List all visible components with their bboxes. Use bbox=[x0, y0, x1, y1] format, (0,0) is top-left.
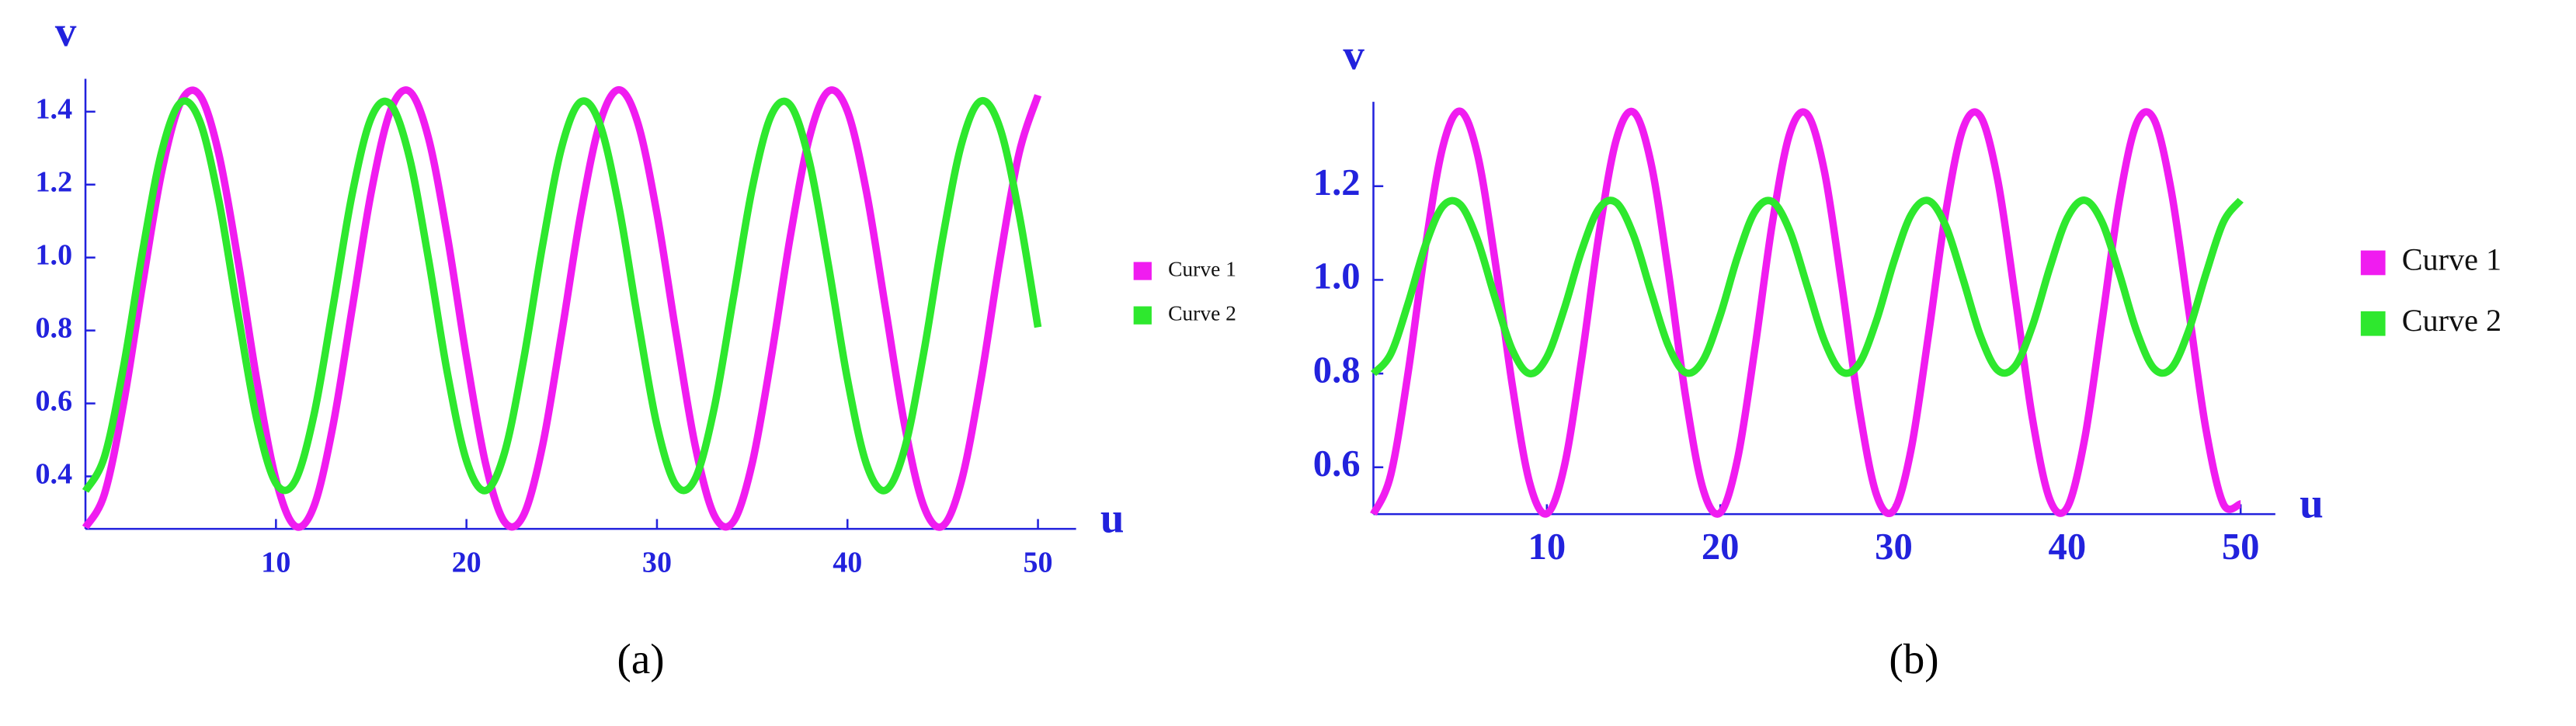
curve bbox=[82, 97, 1042, 495]
y-tick-label: 1.2 bbox=[1313, 162, 1361, 203]
legend-swatch bbox=[1133, 262, 1152, 280]
legend-label: Curve 1 bbox=[2402, 242, 2501, 277]
y-tick-label: 0.6 bbox=[1313, 443, 1361, 485]
caption: (a) bbox=[617, 635, 665, 683]
y-tick-label: 0.6 bbox=[36, 384, 73, 417]
x-tick-label: 20 bbox=[452, 546, 481, 578]
y-tick-label: 1.0 bbox=[36, 238, 73, 271]
curve bbox=[1370, 196, 2244, 377]
y-axis-label: v bbox=[55, 8, 77, 55]
legend-label: Curve 2 bbox=[1168, 300, 1236, 325]
y-tick-label: 1.2 bbox=[36, 165, 73, 198]
x-tick-label: 50 bbox=[1024, 546, 1053, 578]
y-tick-label: 0.8 bbox=[36, 311, 73, 344]
x-axis-label: u bbox=[2300, 479, 2324, 526]
x-axis-label: u bbox=[1100, 494, 1125, 541]
y-tick-label: 0.4 bbox=[36, 457, 73, 490]
y-axis-label: v bbox=[1343, 31, 1364, 78]
legend-swatch bbox=[1133, 306, 1152, 325]
x-tick-label: 10 bbox=[261, 546, 290, 578]
x-tick-label: 10 bbox=[1528, 526, 1566, 568]
y-tick-label: 0.8 bbox=[1313, 349, 1361, 391]
x-tick-label: 50 bbox=[2222, 526, 2260, 568]
x-tick-label: 40 bbox=[833, 546, 862, 578]
curve bbox=[1370, 107, 2242, 518]
curve bbox=[82, 85, 1042, 531]
legend-swatch bbox=[2360, 250, 2386, 276]
x-tick-label: 30 bbox=[642, 546, 672, 578]
caption: (b) bbox=[1889, 635, 1938, 683]
legend-label: Curve 2 bbox=[2402, 303, 2501, 338]
y-tick-label: 1.4 bbox=[36, 93, 73, 126]
x-tick-label: 30 bbox=[1875, 526, 1913, 568]
legend-label: Curve 1 bbox=[1168, 256, 1236, 280]
x-tick-label: 20 bbox=[1702, 526, 1740, 568]
legend-swatch bbox=[2360, 311, 2386, 336]
y-tick-label: 1.0 bbox=[1313, 255, 1361, 297]
x-tick-label: 40 bbox=[2049, 526, 2087, 568]
